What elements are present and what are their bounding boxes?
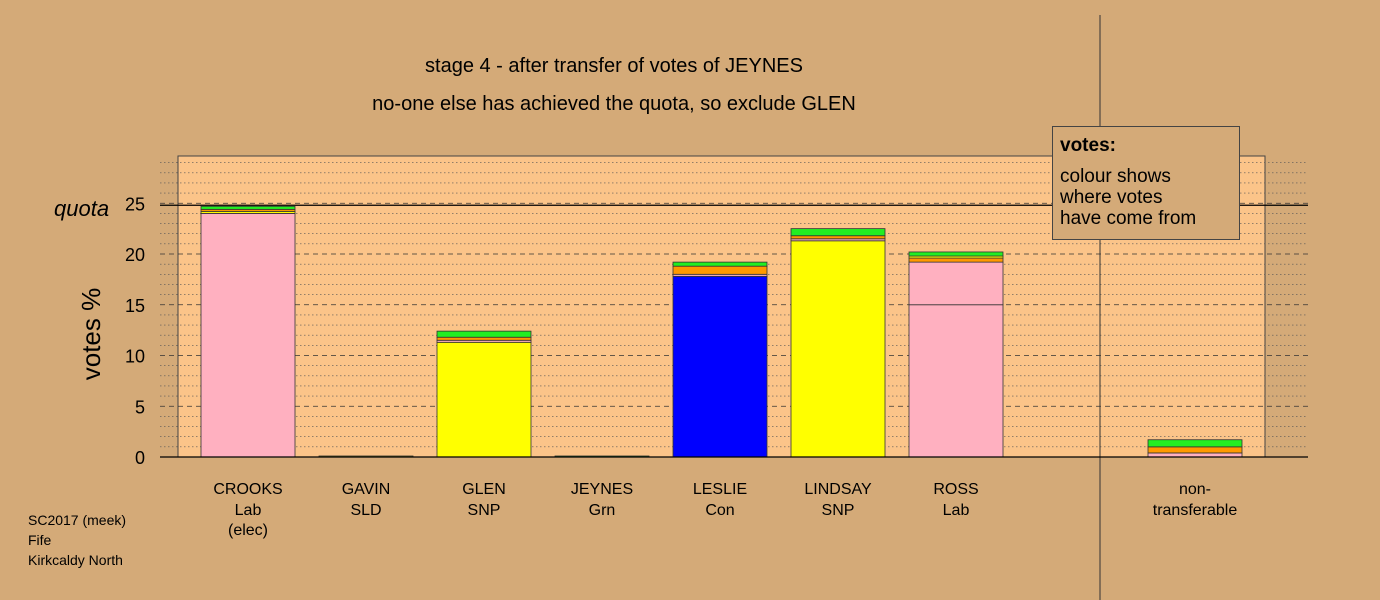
bar-glen-segment xyxy=(436,341,532,458)
bar-nontransferable-segment xyxy=(1147,446,1243,454)
candidate-party-label: Con xyxy=(705,502,734,519)
bar-ross-segment xyxy=(908,304,1004,458)
y-axis: 0 5 10 15 20 25 xyxy=(125,194,145,468)
footer-line-2: Fife xyxy=(28,532,52,548)
nontransferable-label-line-1: non- xyxy=(1179,481,1211,498)
footer-line-1: SC2017 (meek) xyxy=(28,512,126,528)
candidate-name-label: GAVIN xyxy=(342,481,391,498)
y-tick-label: 15 xyxy=(125,296,145,316)
bar-glen-segment xyxy=(436,336,532,341)
legend-line-3: have come from xyxy=(1060,208,1197,229)
y-tick-label: 10 xyxy=(125,347,145,367)
nontransferable-label-line-2: transferable xyxy=(1153,502,1238,519)
legend: votes: colour shows where votes have com… xyxy=(1052,126,1240,240)
legend-title: votes: xyxy=(1060,135,1116,156)
chart-subtitle: no-one else has achieved the quota, so e… xyxy=(372,93,856,115)
bar-lindsay-segment xyxy=(790,240,886,458)
bar-crooks-segment xyxy=(200,205,296,210)
candidate-name-label: CROOKS xyxy=(213,481,282,498)
candidate-name-label: LINDSAY xyxy=(804,481,872,498)
y-tick-label: 0 xyxy=(135,448,145,468)
candidate-note-label: (elec) xyxy=(228,522,268,539)
bar-ross-segment xyxy=(908,257,1004,263)
candidate-party-label: SLD xyxy=(350,502,381,519)
candidate-party-label: Lab xyxy=(943,502,970,519)
legend-line-1: colour shows xyxy=(1060,166,1171,187)
bar-glen-segment xyxy=(436,330,532,338)
candidate-party-label: SNP xyxy=(468,502,501,519)
chart-title: stage 4 - after transfer of votes of JEY… xyxy=(425,55,803,77)
bar-nontransferable-segment xyxy=(1147,439,1243,448)
candidate-name-label: JEYNES xyxy=(571,481,633,498)
bars xyxy=(200,205,1243,458)
bar-leslie-segment xyxy=(672,265,768,275)
candidate-name-label: ROSS xyxy=(933,481,978,498)
bar-lindsay-segment xyxy=(790,235,886,240)
bar-crooks-segment xyxy=(200,212,296,458)
y-tick-label: 25 xyxy=(125,194,145,214)
candidate-party-label: Grn xyxy=(589,502,616,519)
bar-leslie-segment xyxy=(672,261,768,267)
bar-ross-segment xyxy=(908,251,1004,257)
bar-lindsay-segment xyxy=(790,228,886,237)
bar-leslie-segment xyxy=(672,275,768,458)
candidate-name-label: LESLIE xyxy=(693,481,747,498)
candidate-party-label: SNP xyxy=(822,502,855,519)
y-tick-label: 5 xyxy=(135,397,145,417)
bar-nontransferable-segment xyxy=(1147,452,1243,458)
legend-line-2: where votes xyxy=(1060,187,1163,208)
candidate-name-label: GLEN xyxy=(462,481,506,498)
footer-line-3: Kirkcaldy North xyxy=(28,552,123,568)
candidate-party-label: Lab xyxy=(235,502,262,519)
y-tick-label: 20 xyxy=(125,245,145,265)
x-axis-labels: CROOKS Lab (elec) GAVIN SLD GLEN SNP JEYNES Grn L… xyxy=(213,481,1237,539)
quota-label: quota xyxy=(54,196,109,221)
y-axis-label: votes % xyxy=(76,288,106,381)
bar-ross-segment xyxy=(908,261,1004,306)
